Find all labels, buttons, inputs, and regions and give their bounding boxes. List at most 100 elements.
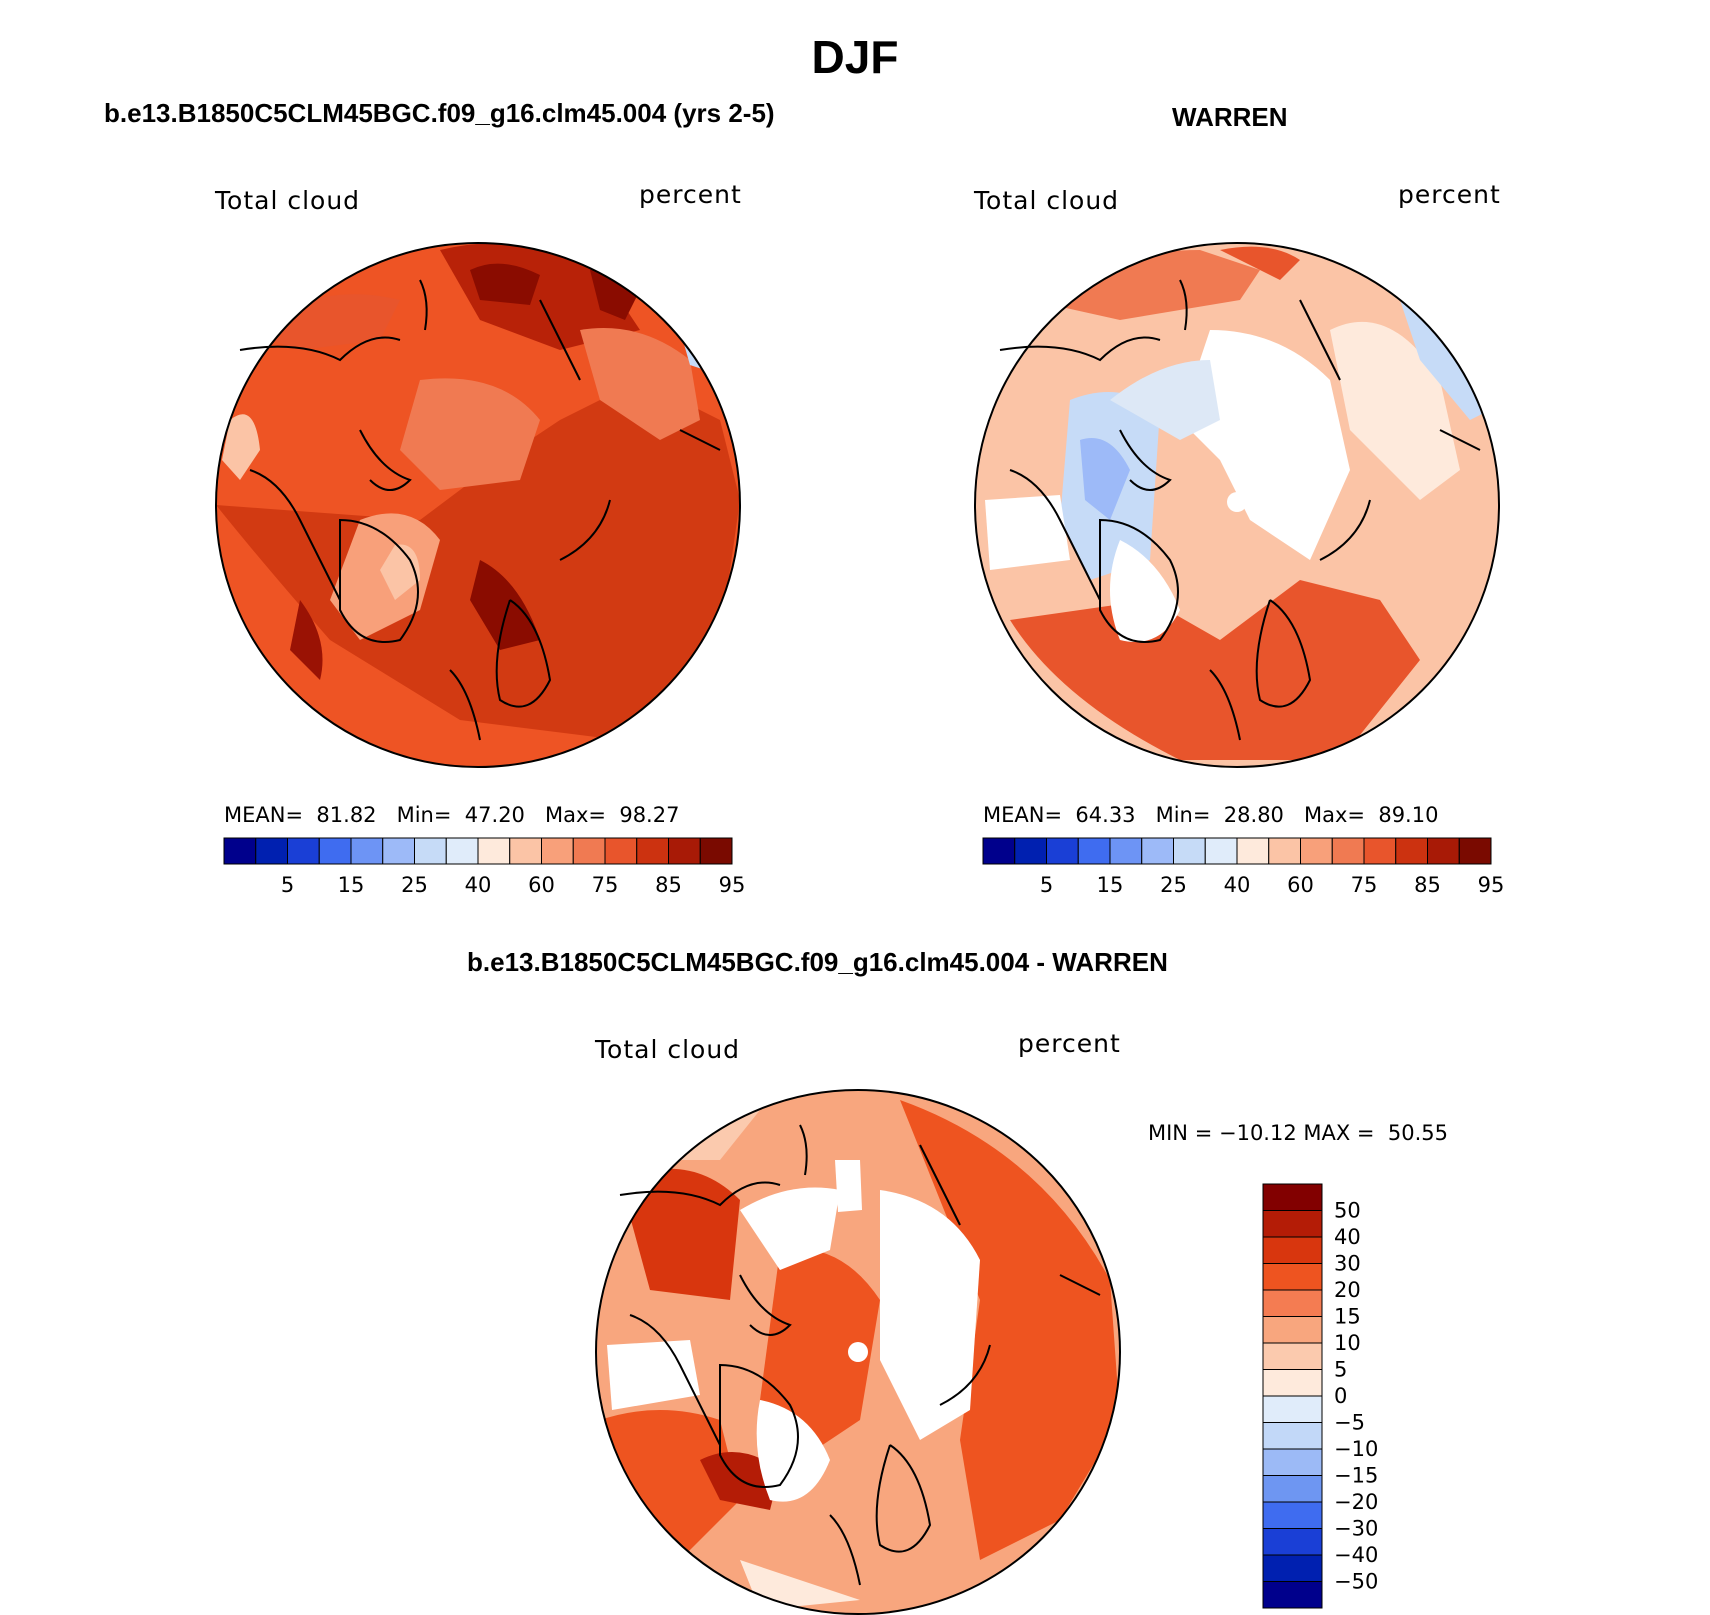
colorbar-box (287, 837, 320, 865)
obs-variable-label: Total cloud (974, 186, 1120, 215)
colorbar-box (1262, 1501, 1323, 1529)
left-panel-title: b.e13.B1850C5CLM45BGC.f09_g16.clm45.004 … (104, 98, 775, 128)
max-label: MAX = (1303, 1121, 1375, 1145)
diff-variable-label: Total cloud (595, 1035, 741, 1064)
colorbar-box (1262, 1581, 1323, 1609)
colorbar-tick-label: 40 (1224, 873, 1251, 897)
colorbar-box (255, 837, 288, 865)
colorbar-box (414, 837, 447, 865)
model-colorbar: 5 15 25 40 60 75 85 95 (223, 837, 746, 897)
colorbar-tick-label: 95 (1478, 873, 1505, 897)
colorbar-tick-label: 60 (528, 873, 555, 897)
colorbar-tick-label: 10 (1334, 1331, 1361, 1355)
colorbar-tick-label: 40 (1334, 1225, 1361, 1249)
max-label: Max= (1303, 803, 1365, 827)
bottom-panel-title: b.e13.B1850C5CLM45BGC.f09_g16.clm45.004 … (467, 947, 1168, 977)
colorbar-box (1077, 837, 1111, 865)
colorbar-tick-label: −20 (1334, 1490, 1378, 1514)
colorbar-box (1262, 1395, 1323, 1423)
colorbar-box (572, 837, 606, 865)
colorbar-tick-label: 5 (1334, 1358, 1347, 1382)
min-value: 28.80 (1223, 803, 1284, 827)
min-label: Min= (1155, 803, 1211, 827)
colorbar-box (1262, 1210, 1323, 1238)
colorbar-box (1262, 1263, 1323, 1291)
colorbar-box (1268, 837, 1301, 865)
colorbar-tick-label: 5 (281, 873, 294, 897)
colorbar-box (350, 837, 384, 865)
colorbar-box (509, 837, 542, 865)
max-value: 89.10 (1378, 803, 1439, 827)
max-label: Max= (544, 803, 606, 827)
min-value: −10.12 (1218, 1121, 1297, 1145)
colorbar-box (445, 837, 479, 865)
model-map (215, 242, 741, 768)
colorbar-box (1204, 837, 1238, 865)
colorbar-box (1046, 837, 1079, 865)
model-stats: MEAN= 81.82 Min= 47.20 Max= 98.27 (224, 803, 679, 827)
max-value: 50.55 (1387, 1121, 1449, 1145)
colorbar-box (982, 837, 1016, 865)
colorbar-tick-label: 75 (1351, 873, 1378, 897)
colorbar-tick-label: 15 (1334, 1305, 1361, 1329)
colorbar-box (1458, 837, 1492, 865)
diff-map (595, 1089, 1121, 1615)
colorbar-tick-label: 15 (1097, 873, 1124, 897)
colorbar-tick-label: 5 (1040, 873, 1053, 897)
colorbar-tick-label: 60 (1287, 873, 1314, 897)
colorbar-tick-label: 85 (1414, 873, 1441, 897)
colorbar-box (604, 837, 638, 865)
colorbar-box (1262, 1236, 1323, 1264)
colorbar-tick-label: 15 (338, 873, 365, 897)
obs-map (974, 242, 1500, 768)
colorbar-tick-label: −50 (1334, 1570, 1378, 1594)
colorbar-box (318, 837, 352, 865)
colorbar-box (1331, 837, 1365, 865)
colorbar-tick-label: −40 (1334, 1543, 1378, 1567)
colorbar-tick-label: −15 (1334, 1464, 1378, 1488)
obs-stats: MEAN= 64.33 Min= 28.80 Max= 89.10 (983, 803, 1438, 827)
colorbar-box (636, 837, 669, 865)
colorbar-box (668, 837, 701, 865)
max-value: 98.27 (619, 803, 680, 827)
colorbar-box (1109, 837, 1143, 865)
colorbar-box (1262, 1183, 1323, 1211)
colorbar-tick-label: 40 (465, 873, 492, 897)
colorbar-box (1141, 837, 1174, 865)
colorbar-box (1014, 837, 1047, 865)
colorbar-tick-label: −10 (1334, 1437, 1378, 1461)
mean-value: 81.82 (316, 803, 377, 827)
colorbar-box (1236, 837, 1270, 865)
colorbar-box (1173, 837, 1206, 865)
colorbar-box (223, 837, 257, 865)
colorbar-box (1262, 1316, 1323, 1344)
colorbar-tick-label: 50 (1334, 1199, 1361, 1223)
min-label: Min= (396, 803, 452, 827)
obs-units-label: percent (1398, 180, 1501, 209)
colorbar-box (1262, 1475, 1323, 1503)
colorbar-box (1363, 837, 1397, 865)
season-title: DJF (811, 31, 899, 83)
colorbar-tick-label: 25 (1160, 873, 1187, 897)
colorbar-tick-label: 85 (655, 873, 682, 897)
colorbar-box (1262, 1554, 1323, 1582)
colorbar-tick-label: 95 (719, 873, 746, 897)
colorbar-box (1262, 1528, 1323, 1556)
colorbar-box (1262, 1342, 1323, 1370)
model-units-label: percent (639, 180, 742, 209)
colorbar-box (1262, 1289, 1323, 1317)
colorbar-box (1427, 837, 1460, 865)
mean-label: MEAN= (983, 803, 1063, 827)
colorbar-box (699, 837, 733, 865)
colorbar-tick-label: 20 (1334, 1278, 1361, 1302)
colorbar-tick-label: −5 (1334, 1411, 1365, 1435)
colorbar-tick-label: 75 (592, 873, 619, 897)
colorbar-box (1262, 1369, 1323, 1397)
diff-stats: MIN = −10.12 MAX = 50.55 (1148, 1121, 1448, 1145)
colorbar-tick-label: 0 (1334, 1384, 1347, 1408)
colorbar-box (1262, 1422, 1323, 1450)
colorbar-box (541, 837, 574, 865)
mean-value: 64.33 (1075, 803, 1136, 827)
